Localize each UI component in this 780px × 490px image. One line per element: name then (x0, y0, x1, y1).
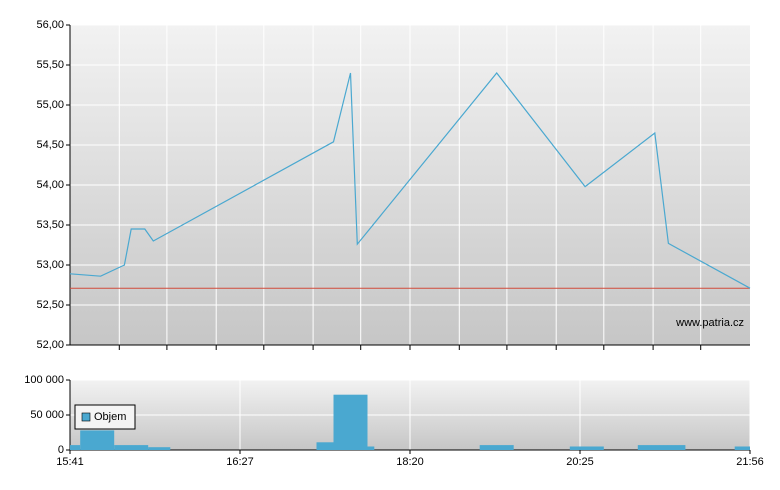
volume-bar (569, 446, 604, 450)
volume-bar (333, 394, 368, 450)
x-tick-label: 16:27 (226, 456, 254, 468)
legend-swatch (81, 412, 91, 422)
legend-label: Objem (94, 411, 126, 423)
y-tick-label: 50 000 (30, 409, 64, 421)
y-tick-label: 0 (58, 444, 64, 456)
volume-bar (148, 447, 171, 450)
volume-bar (637, 445, 686, 450)
y-tick-label: 54,00 (36, 179, 64, 191)
y-tick-label: 56,00 (36, 19, 64, 31)
x-tick-label: 15:41 (56, 456, 84, 468)
volume-bar (70, 445, 81, 450)
x-tick-label: 18:20 (396, 456, 424, 468)
y-tick-label: 55,50 (36, 59, 64, 71)
y-tick-label: 53,00 (36, 259, 64, 271)
y-tick-label: 55,00 (36, 99, 64, 111)
price-line (69, 72, 751, 289)
y-tick-label: 52,50 (36, 299, 64, 311)
volume-bar (80, 430, 115, 450)
volume-bar (367, 446, 375, 450)
watermark: www.patria.cz (675, 317, 744, 329)
volume-bar (114, 445, 149, 450)
volume-bar (734, 446, 750, 450)
y-tick-label: 54,50 (36, 139, 64, 151)
y-tick-label: 52,00 (36, 339, 64, 351)
y-tick-label: 53,50 (36, 219, 64, 231)
x-tick-label: 20:25 (566, 456, 594, 468)
volume-bar (316, 442, 334, 450)
y-tick-label: 100 000 (24, 374, 64, 386)
volume-bar (479, 445, 514, 450)
x-tick-label: 21:56 (736, 456, 764, 468)
